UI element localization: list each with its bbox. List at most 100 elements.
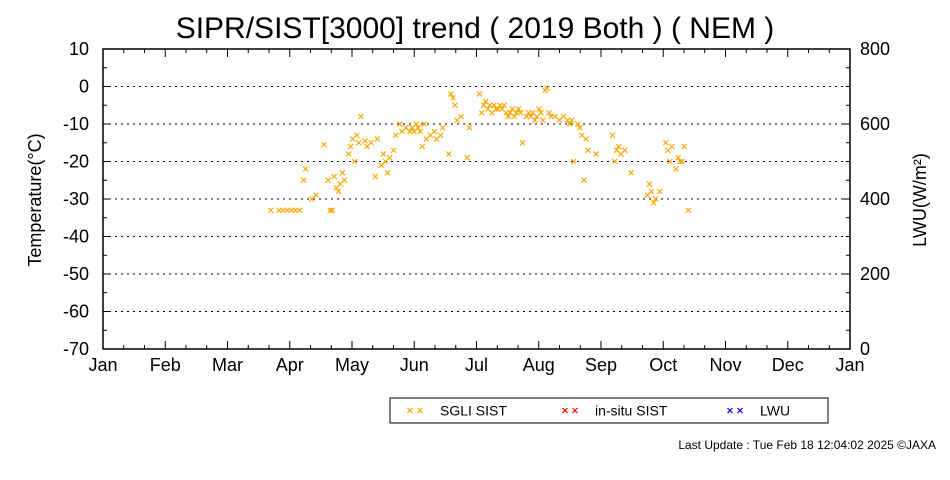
data-point (347, 143, 354, 150)
data-point-stroke (482, 98, 489, 105)
data-point-stroke (505, 113, 512, 120)
legend-marker (737, 407, 743, 414)
data-point (652, 196, 659, 202)
data-point (568, 117, 575, 124)
data-point (581, 177, 587, 184)
data-point-stroke (519, 139, 526, 146)
data-point (357, 113, 364, 120)
data-point-stroke (392, 132, 399, 139)
x-tick-label: Dec (772, 355, 804, 375)
legend: SGLI SIST in-situ SIST LWU (389, 397, 829, 424)
data-points (267, 85, 692, 214)
data-point-stroke (437, 132, 444, 139)
data-point (515, 106, 522, 112)
data-point-stroke (615, 143, 622, 150)
data-point-stroke (574, 121, 581, 127)
data-point (628, 169, 634, 176)
data-point-stroke (593, 151, 600, 157)
legend-marker-stroke (562, 407, 568, 414)
y-tick-label: -20 (63, 152, 89, 172)
data-point-stroke (329, 207, 336, 214)
y2-axis-tick-labels: 800 600 400 200 0 (860, 39, 890, 359)
data-point-stroke (585, 147, 591, 154)
data-point (669, 143, 675, 150)
data-point-stroke (464, 154, 471, 161)
data-point (679, 158, 686, 165)
data-point-stroke (621, 147, 628, 154)
data-point (302, 166, 309, 172)
data-point (386, 154, 393, 161)
legend-marker (562, 407, 568, 414)
data-point-stroke (570, 158, 577, 165)
data-point (544, 85, 551, 92)
data-point (374, 136, 381, 142)
data-point (546, 109, 553, 116)
data-point (325, 177, 332, 184)
x-tick-label: Apr (276, 355, 304, 375)
x-tick-label: Nov (709, 355, 741, 375)
y-tick-label: -30 (63, 189, 89, 209)
data-point (327, 207, 334, 214)
data-point (505, 113, 512, 120)
data-point-stroke (552, 113, 559, 120)
data-point (583, 136, 589, 142)
data-point (478, 109, 485, 116)
y-tick-label: -10 (63, 114, 89, 134)
data-point (415, 124, 422, 131)
x-axis-tick-labels: Jan Feb Mar Apr May Jun Jul Aug Sep Oct Nov Dec Jan (88, 355, 864, 375)
data-point-stroke (415, 124, 422, 131)
data-point-stroke (302, 166, 309, 172)
data-point-stroke (327, 207, 334, 214)
data-point-stroke (431, 128, 438, 135)
data-point-stroke (581, 177, 587, 184)
data-point (585, 147, 591, 154)
data-point (466, 124, 473, 131)
data-point (380, 151, 387, 157)
x-tick-label: May (335, 355, 369, 375)
data-point-stroke (458, 113, 465, 120)
data-point (648, 188, 655, 195)
data-point-stroke (583, 136, 589, 142)
data-point (445, 151, 452, 157)
data-point (535, 106, 542, 112)
y-axis-label: Temperature(°C) (25, 133, 45, 266)
data-point-stroke (568, 117, 575, 124)
y-tick-label: -70 (63, 339, 89, 359)
data-point-stroke (628, 169, 634, 176)
x-tick-label: Oct (649, 355, 677, 375)
data-point (611, 158, 618, 165)
data-point (621, 147, 628, 154)
data-point-stroke (662, 139, 669, 146)
data-point-stroke (355, 139, 362, 146)
legend-marker-stroke (407, 407, 413, 414)
data-point (396, 121, 403, 127)
data-point-stroke (540, 117, 546, 124)
data-point-stroke (331, 173, 338, 180)
data-point (662, 139, 669, 146)
data-point-stroke (347, 143, 354, 150)
data-point-stroke (452, 102, 458, 109)
data-point (384, 169, 391, 176)
data-point-stroke (669, 143, 675, 150)
data-point (519, 139, 526, 146)
data-point (677, 158, 684, 165)
y2-tick-label: 800 (860, 39, 890, 59)
data-point (574, 121, 581, 127)
y-tick-label: 10 (69, 39, 89, 59)
data-point (673, 166, 679, 172)
data-point (300, 177, 307, 184)
data-point (540, 117, 546, 124)
data-point (576, 124, 583, 131)
data-point (439, 124, 446, 131)
data-point-stroke (648, 188, 655, 195)
data-point-stroke (372, 173, 379, 180)
data-point (345, 151, 352, 157)
data-point (312, 192, 319, 199)
data-point-stroke (535, 106, 542, 112)
data-point-stroke (325, 177, 332, 184)
axis-ticks (102, 48, 851, 350)
data-point-stroke (335, 188, 342, 195)
data-point-stroke (447, 91, 454, 97)
data-point-stroke (419, 143, 426, 150)
data-point-stroke (679, 158, 686, 165)
